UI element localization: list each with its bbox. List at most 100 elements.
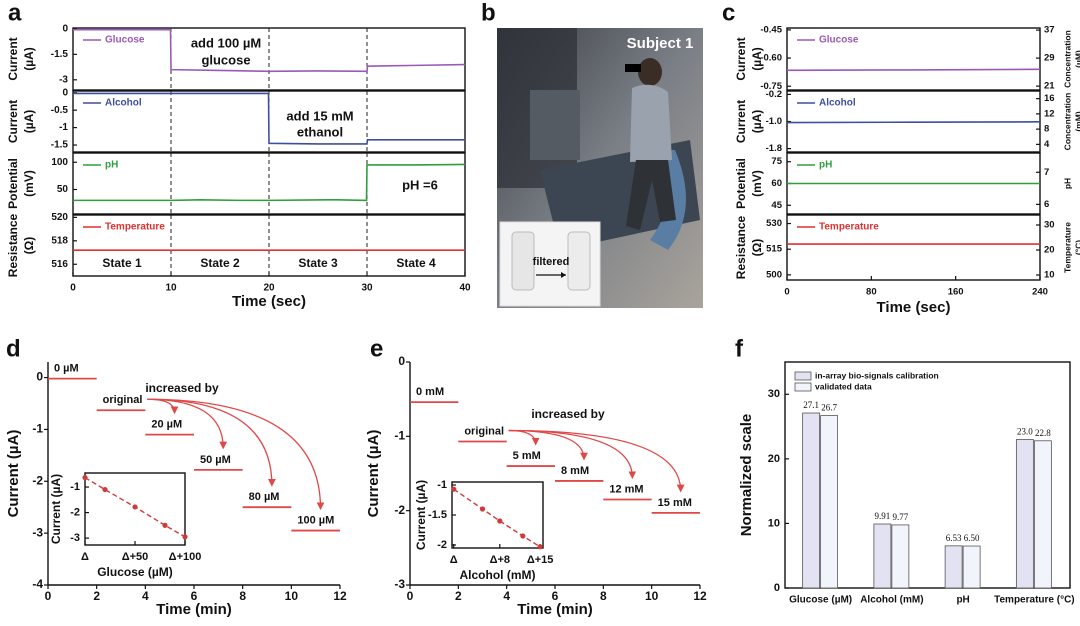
- annotation: pH =6: [402, 177, 438, 192]
- y2-tick-label: 30: [1044, 220, 1055, 231]
- legend-label: Glucose: [819, 35, 859, 46]
- y-tick-label: -4: [32, 577, 43, 591]
- arrow: [147, 398, 325, 511]
- y-axis-label: (µA): [750, 47, 764, 71]
- x-tick-label: 0: [45, 589, 52, 603]
- series-line: [786, 121, 1041, 124]
- x-tick-label: 0: [407, 589, 414, 603]
- data-point: [537, 544, 543, 550]
- y-tick-label: 100: [51, 157, 68, 168]
- y2-axis-label: (µM): [1073, 50, 1080, 68]
- y-tick-label: -1.5: [428, 509, 447, 521]
- arrow: [508, 429, 685, 493]
- segment-label: 100 µM: [297, 514, 334, 526]
- y-tick-label: -1: [437, 479, 447, 491]
- trend-line: [453, 488, 541, 548]
- legend-label: pH: [105, 160, 118, 171]
- state-label: State 3: [298, 256, 338, 270]
- series-line: [73, 28, 466, 73]
- annotation: add 15 mM: [286, 108, 353, 123]
- segment-label: 5 mM: [513, 450, 541, 462]
- data-point: [479, 506, 486, 512]
- state-label: State 1: [102, 256, 142, 270]
- vial: [567, 231, 591, 291]
- y-tick-label: 515: [766, 244, 783, 255]
- y2-tick-label: 37: [1044, 25, 1055, 36]
- y-axis-label: (Ω): [22, 237, 36, 255]
- y-tick-label: 75: [771, 156, 782, 167]
- y2-tick-label: 20: [1044, 245, 1055, 256]
- y-tick-label: 45: [771, 200, 782, 211]
- value-label: 9.77: [893, 512, 909, 522]
- y-tick-label: -1.5: [51, 140, 69, 151]
- x-tick-label: 10: [645, 589, 659, 603]
- y-axis-label: Normalized scale: [738, 414, 755, 537]
- data-point: [497, 518, 503, 524]
- panel-letter: d: [6, 335, 21, 362]
- legend-swatch: [794, 371, 812, 381]
- x-tick-label: 8: [239, 589, 246, 603]
- data-point: [182, 534, 188, 540]
- x-tick-label: 8: [600, 589, 607, 603]
- x-axis-label: Glucose (µM): [97, 565, 173, 579]
- plot-frame: [786, 27, 1041, 91]
- y-axis-label: Current: [734, 37, 748, 80]
- panel-letter: e: [370, 335, 383, 362]
- bar: [1033, 440, 1052, 589]
- x-tick-label: Δ+15: [527, 554, 554, 566]
- x-tick-label: 0: [70, 283, 76, 294]
- segment-label: 50 µM: [200, 454, 231, 466]
- y-tick-label: 500: [766, 269, 782, 280]
- y-tick-label: 0: [62, 23, 68, 34]
- treadmill-console: [530, 90, 580, 160]
- arrow: [508, 429, 540, 446]
- series-line: [73, 92, 465, 145]
- state-label: State 4: [396, 256, 436, 270]
- inset-background: [452, 482, 543, 548]
- data-point: [82, 474, 88, 481]
- y-axis-label: Resistance: [6, 213, 20, 277]
- state-label: State 2: [200, 256, 240, 270]
- x-tick-label: 4: [503, 589, 510, 603]
- legend-label: Temperature: [105, 222, 165, 233]
- y-tick-label: -3: [394, 577, 405, 591]
- x-tick-label: pH: [956, 595, 969, 606]
- y-tick-label: -1.8: [766, 143, 782, 154]
- y2-tick-label: 7: [1044, 167, 1049, 178]
- segment-label: 20 µM: [151, 419, 182, 431]
- y2-tick-label: 4: [1044, 139, 1050, 150]
- x-tick-label: 12: [693, 589, 707, 603]
- x-tick-label: 30: [361, 283, 373, 294]
- y-axis-label: (µA): [22, 47, 36, 71]
- series-line: [786, 68, 1041, 72]
- y-tick-label: -1: [59, 122, 68, 133]
- y-tick-label: -2: [32, 473, 43, 487]
- y2-axis-label: (mM): [1073, 111, 1080, 131]
- segment-label: 15 mM: [658, 497, 692, 509]
- legend-label: Temperature: [819, 222, 879, 233]
- plot-frame: [786, 214, 1041, 281]
- y-axis-label: (mV): [22, 170, 36, 197]
- x-tick-label: Temperature (°C): [994, 595, 1075, 606]
- y-tick-label: -2: [437, 539, 447, 551]
- value-label: 23.0: [1017, 427, 1033, 437]
- y-tick-label: -1.5: [51, 49, 69, 60]
- y-tick-label: 50: [57, 184, 69, 195]
- data-point: [162, 522, 168, 528]
- legend-label: Alcohol: [819, 98, 856, 109]
- shorts-legs: [626, 160, 676, 230]
- y2-axis-label: (°C): [1073, 240, 1080, 255]
- value-label: 27.1: [803, 400, 819, 410]
- data-point: [102, 486, 108, 493]
- annotation: ethanol: [297, 124, 343, 139]
- y-tick-label: -2: [394, 503, 405, 517]
- legend-label: Alcohol: [105, 98, 142, 109]
- bar: [944, 545, 963, 589]
- x-tick-label: 6: [552, 589, 559, 603]
- annotation: increased by: [145, 381, 219, 395]
- x-tick-label: Alcohol (mM): [860, 595, 923, 606]
- value-label: 6.50: [964, 533, 980, 543]
- y-axis-label: (µA): [750, 110, 764, 134]
- y2-tick-label: 8: [1044, 124, 1049, 135]
